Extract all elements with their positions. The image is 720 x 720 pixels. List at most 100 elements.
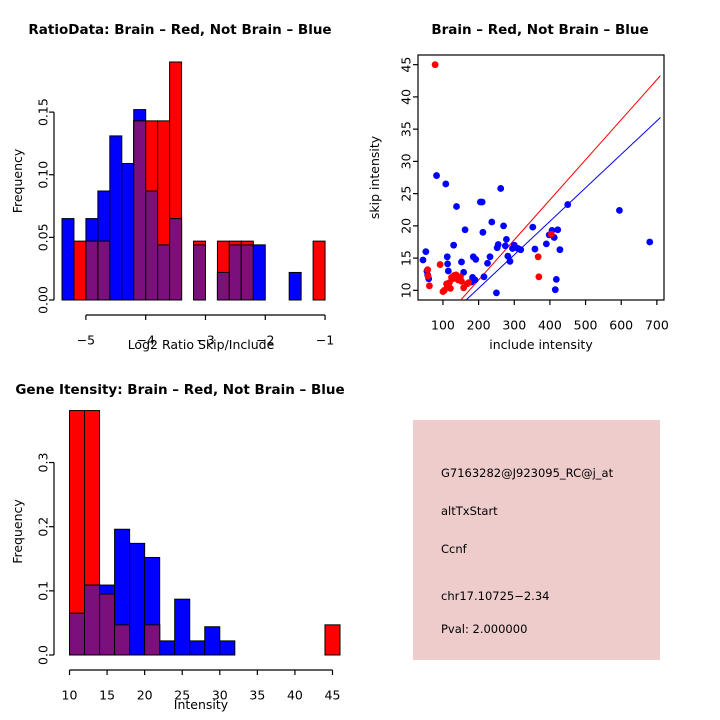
y-axis-label: skip intensity — [367, 135, 382, 219]
x-tick-label: 15 — [99, 688, 115, 703]
scatter-point-brain — [424, 272, 432, 280]
scatter-point-not-brain — [453, 203, 460, 210]
y-tick-label: 0.3 — [36, 453, 51, 473]
scatter-point-not-brain — [461, 226, 469, 234]
histogram-bar-overlap — [69, 612, 86, 656]
y-tick-label: 35 — [399, 121, 414, 137]
histogram-bar-brain — [324, 624, 341, 656]
scatter-point-not-brain — [551, 286, 559, 294]
x-tick-label: 20 — [137, 688, 153, 703]
histogram-bar-overlap — [145, 190, 159, 301]
scatter-point-not-brain — [616, 206, 623, 214]
histogram-bar-not-brain — [159, 640, 176, 656]
x-axis-label: Log2 Ratio Skip/Include — [128, 337, 275, 352]
scatter-point-brain — [424, 266, 432, 274]
brain-fit-line — [460, 75, 661, 300]
scatter-point-not-brain — [554, 226, 562, 234]
x-tick-label: −4 — [136, 333, 154, 348]
x-tick-label: 300 — [502, 318, 526, 333]
scatter-point-not-brain — [471, 276, 479, 284]
scatter-point-not-brain — [479, 228, 487, 236]
scatter-point-not-brain — [472, 255, 480, 263]
scatter-point-not-brain — [458, 258, 465, 266]
scatter-point-not-brain — [504, 252, 512, 260]
event-type-text: altTxStart — [441, 504, 498, 518]
scatter-point-not-brain — [443, 253, 451, 261]
histogram-bar-overlap — [114, 624, 131, 656]
y-axis-label: Frequency — [10, 148, 25, 213]
scatter-point-not-brain — [478, 198, 486, 206]
y-tick-label: 0.1 — [36, 581, 51, 601]
gene-histogram-plot: 0.0 0.1 0.2 0.3 10 15 20 25 30 35 40 45 Intensity Fre… — [10, 410, 341, 712]
scatter-point-not-brain — [444, 260, 451, 268]
scatter-point-not-brain — [422, 248, 430, 256]
not-brain-fit-line — [465, 117, 661, 300]
histogram-bar-not-brain — [252, 244, 266, 301]
histogram-bar-not-brain — [204, 626, 221, 656]
x-tick-label: 500 — [574, 318, 598, 333]
scatter-plot: 100 200 300 400 500 600 700 10 15 20 25 30 35 40 45 inc… — [367, 54, 669, 352]
locus-text: chr17.10725−2.34 — [441, 589, 550, 603]
scatter-point-brain — [436, 261, 444, 268]
scatter-point-brain — [447, 284, 454, 292]
scatter-point-not-brain — [484, 259, 491, 267]
scatter-point-not-brain — [564, 201, 572, 208]
histogram-bar-not-brain — [109, 135, 123, 301]
plot-frame — [417, 54, 665, 301]
histogram-bar-overlap — [144, 624, 161, 656]
y-tick-label: 15 — [399, 250, 414, 266]
y-tick-label: 0.0 — [36, 645, 51, 665]
histogram-bar-brain — [73, 240, 87, 301]
ratio-histogram-plot: 0.00 0.05 0.10 0.15 −5 −4 −3 −2 −1 Log2 Ratio Ski… — [10, 61, 334, 352]
scatter-point-not-brain — [503, 235, 510, 243]
panel-annotation-info: G7163282@J923095_RC@j_at altTxStart Ccnf… — [360, 360, 720, 720]
histogram-bar-not-brain — [189, 640, 206, 656]
y-tick-label: 40 — [399, 89, 414, 105]
scatter-point-brain — [534, 253, 542, 261]
y-tick-label: 0.2 — [36, 517, 51, 537]
histogram-bar-overlap — [84, 584, 101, 656]
y-tick-label: 10 — [399, 282, 414, 298]
x-tick-label: 400 — [538, 318, 562, 333]
histogram-bar-not-brain — [288, 271, 302, 301]
gene-histogram-title: Gene Itensity: Brain – Red, Not Brain – … — [15, 382, 345, 398]
y-tick-label: 30 — [399, 153, 414, 169]
x-axis-label: include intensity — [489, 337, 593, 352]
scatter-point-brain — [426, 282, 433, 290]
scatter-point-not-brain — [506, 257, 514, 265]
scatter-point-brain — [547, 230, 555, 238]
x-axis-label: Intensity — [174, 697, 229, 712]
y-tick-label: 20 — [399, 218, 414, 234]
scatter-data-group — [419, 61, 661, 300]
scatter-point-not-brain — [419, 256, 427, 264]
x-tick-label: −2 — [256, 333, 274, 348]
scatter-point-not-brain — [531, 245, 539, 253]
x-tick-label: 40 — [287, 688, 303, 703]
scatter-point-not-brain — [442, 180, 450, 188]
histogram-bar-overlap — [193, 244, 206, 301]
scatter-point-not-brain — [493, 289, 500, 297]
scatter-point-not-brain — [488, 218, 496, 226]
scatter-point-not-brain — [500, 222, 507, 230]
panel-gene-intensity-histogram: Gene Itensity: Brain – Red, Not Brain – … — [0, 360, 360, 720]
annotation-info-box: G7163282@J923095_RC@j_at altTxStart Ccnf… — [413, 420, 660, 660]
scatter-point-not-brain — [494, 241, 502, 248]
histogram-bar-overlap — [85, 240, 99, 301]
scatter-point-not-brain — [480, 273, 488, 281]
y-tick-label: 0.05 — [36, 223, 51, 251]
annotation-lines: G7163282@J923095_RC@j_at altTxStart Ccnf… — [413, 420, 660, 660]
histogram-bar-overlap — [169, 218, 183, 301]
scatter-point-brain — [465, 279, 473, 286]
scatter-title: Brain – Red, Not Brain – Blue — [431, 22, 649, 38]
x-tick-label: −5 — [77, 333, 95, 348]
y-tick-label: 0.00 — [36, 286, 51, 314]
scatter-point-not-brain — [646, 238, 654, 246]
histogram-bar-overlap — [133, 120, 147, 301]
y-axis-label: Frequency — [10, 499, 25, 564]
scatter-point-not-brain — [450, 241, 458, 249]
histogram-bar-not-brain — [129, 542, 146, 656]
histogram-bar-brain — [312, 240, 326, 301]
y-tick-label: 25 — [399, 186, 414, 202]
histogram-bar-overlap — [228, 244, 242, 301]
